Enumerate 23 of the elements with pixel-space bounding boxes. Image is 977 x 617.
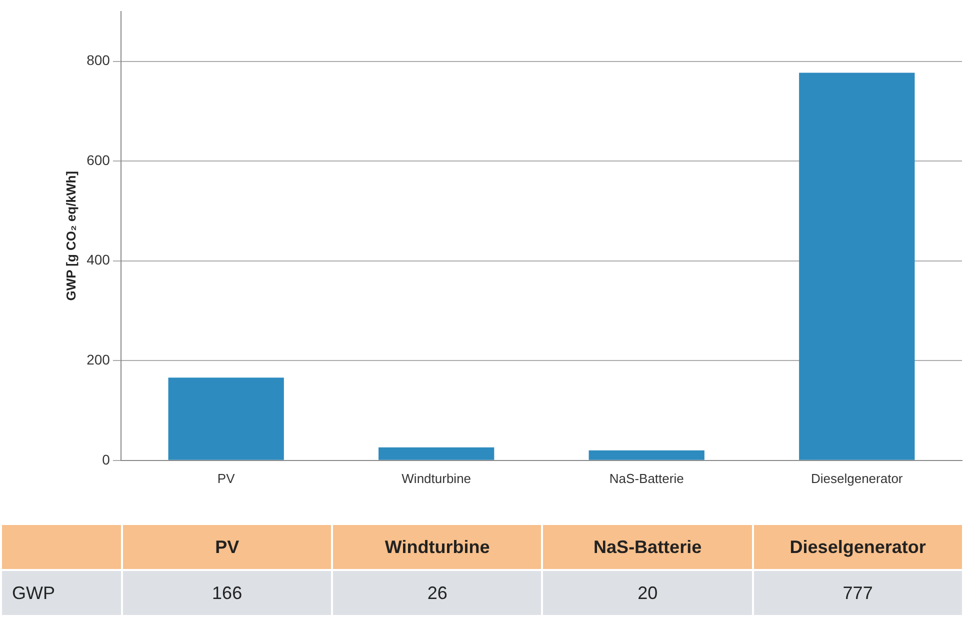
y-tick-label: 600	[86, 152, 110, 168]
x-tick-label: Windturbine	[402, 470, 472, 486]
category-label: NaS-Batterie	[594, 536, 702, 556]
data-label: 20	[542, 570, 753, 616]
y-tick-label: 0	[102, 451, 110, 468]
y-tick-label: 400	[86, 252, 110, 268]
bar	[588, 450, 704, 460]
category-label: Dieselgenerator	[790, 536, 926, 556]
x-tick-label: PV	[217, 470, 236, 486]
data-label: 26	[332, 570, 542, 616]
bar	[799, 72, 915, 460]
bar	[168, 378, 284, 460]
data-label: 166	[122, 570, 332, 616]
y-axis-title: GWP [g CO₂ eq/kWh]	[63, 171, 78, 301]
text: GWP	[1, 570, 122, 616]
y-tick-label: 200	[86, 351, 110, 368]
x-tick-label: NaS-Batterie	[609, 470, 684, 486]
y-tick-label: 800	[86, 52, 110, 68]
data-label: 777	[752, 570, 963, 616]
bar	[378, 447, 494, 460]
category-label: PV	[215, 536, 240, 556]
x-tick-label: Dieselgenerator	[810, 470, 904, 486]
category-label: Windturbine	[384, 536, 490, 556]
